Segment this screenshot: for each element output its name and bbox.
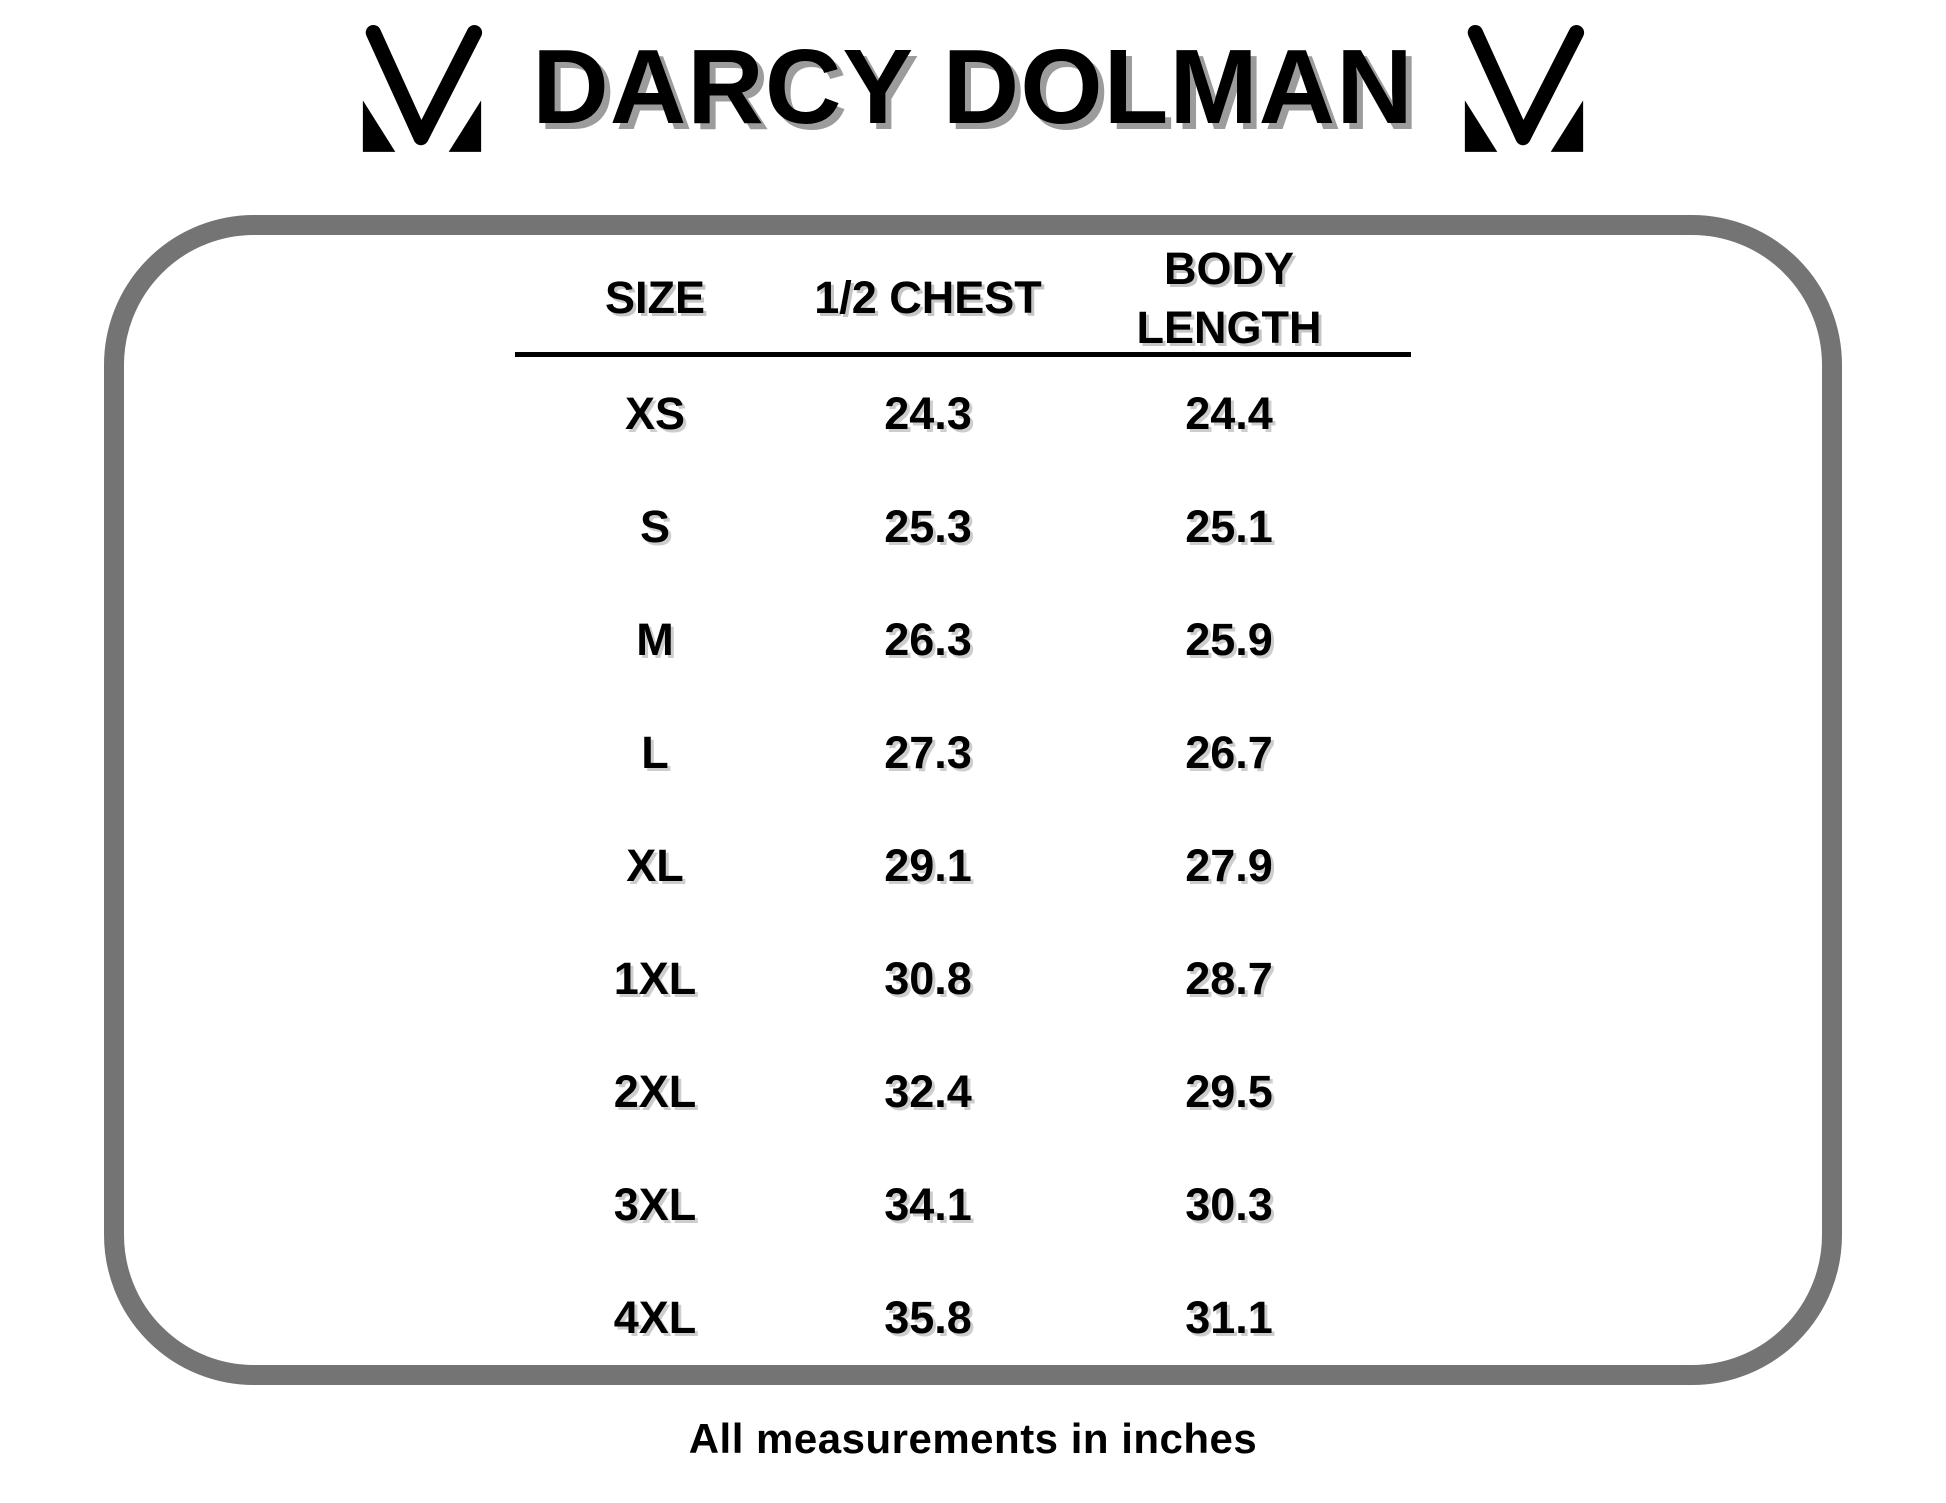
body-length-cell: 31.1 bbox=[1185, 1291, 1273, 1343]
half-chest-cell: 26.3 bbox=[884, 613, 972, 665]
body-length-cell: 29.5 bbox=[1185, 1065, 1273, 1117]
size-cell: L bbox=[641, 726, 669, 778]
page-title: DARCY DOLMAN bbox=[532, 27, 1414, 146]
half-chest-cell: 24.3 bbox=[884, 387, 972, 439]
header-divider-line bbox=[515, 352, 1411, 357]
half-chest-cell: 25.3 bbox=[884, 500, 972, 552]
half-chest-cell: 29.1 bbox=[884, 839, 972, 891]
half-chest-cell: 32.4 bbox=[884, 1065, 972, 1117]
table-row: 2XL 32.4 29.5 bbox=[515, 1035, 1411, 1148]
table-row: L 27.3 26.7 bbox=[515, 696, 1411, 809]
table-row: 3XL 34.1 30.3 bbox=[515, 1148, 1411, 1261]
body-length-cell: 30.3 bbox=[1185, 1178, 1273, 1230]
measurements-note: All measurements in inches bbox=[688, 1415, 1258, 1462]
half-chest-cell: 30.8 bbox=[884, 952, 972, 1004]
size-cell: XL bbox=[626, 839, 684, 891]
body-length-cell: 27.9 bbox=[1185, 839, 1273, 891]
body-length-cell: 25.1 bbox=[1185, 500, 1273, 552]
size-chart-frame bbox=[104, 215, 1842, 1385]
table-row: XS 24.3 24.4 bbox=[515, 357, 1411, 470]
m-checkmark-logo-icon bbox=[363, 24, 483, 152]
body-length-cell: 25.9 bbox=[1185, 613, 1273, 665]
table-row: S 25.3 25.1 bbox=[515, 470, 1411, 583]
size-cell: 4XL bbox=[613, 1291, 697, 1343]
size-chart-table: SIZE 1/2 CHEST BODY LENGTH XS 24.3 24.4 … bbox=[515, 240, 1411, 1374]
size-cell: XS bbox=[624, 387, 686, 439]
column-header-size: SIZE bbox=[604, 272, 706, 324]
table-row: M 26.3 25.9 bbox=[515, 583, 1411, 696]
column-header-body-length: BODY LENGTH bbox=[1136, 243, 1322, 353]
size-cell: 1XL bbox=[613, 952, 697, 1004]
size-cell: S bbox=[639, 500, 670, 552]
body-length-cell: 24.4 bbox=[1185, 387, 1273, 439]
half-chest-cell: 27.3 bbox=[884, 726, 972, 778]
table-body: XS 24.3 24.4 S 25.3 25.1 M 26.3 25.9 L 2… bbox=[515, 357, 1411, 1374]
body-length-cell: 28.7 bbox=[1185, 952, 1273, 1004]
column-header-half-chest: 1/2 CHEST bbox=[814, 272, 1042, 324]
half-chest-cell: 35.8 bbox=[884, 1291, 972, 1343]
size-cell: 2XL bbox=[613, 1065, 697, 1117]
table-row: 1XL 30.8 28.7 bbox=[515, 922, 1411, 1035]
table-row: XL 29.1 27.9 bbox=[515, 809, 1411, 922]
body-length-cell: 26.7 bbox=[1185, 726, 1273, 778]
m-checkmark-logo-icon bbox=[1464, 24, 1584, 152]
header: DARCY DOLMAN bbox=[0, 20, 1946, 154]
size-cell: 3XL bbox=[613, 1178, 697, 1230]
size-cell: M bbox=[636, 613, 674, 665]
table-row: 4XL 35.8 31.1 bbox=[515, 1261, 1411, 1374]
half-chest-cell: 34.1 bbox=[884, 1178, 972, 1230]
table-header-row: SIZE 1/2 CHEST BODY LENGTH bbox=[515, 240, 1411, 353]
